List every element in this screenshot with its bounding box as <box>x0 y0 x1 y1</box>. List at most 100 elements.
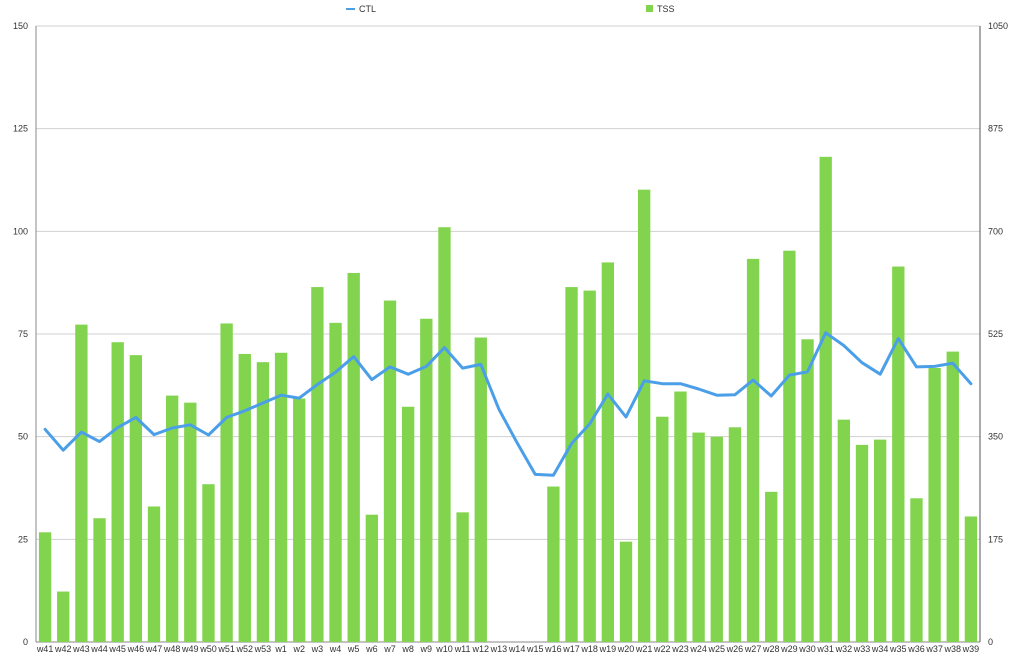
ctl-point-w52 <box>244 410 246 412</box>
x-tick-label: w52 <box>236 644 254 654</box>
tss-bar-w31 <box>819 156 832 642</box>
ctl-point-w8 <box>407 373 409 375</box>
ctl-point-w4 <box>334 371 336 373</box>
tss-bar-w45 <box>111 342 124 642</box>
tss-bar-w17 <box>565 287 578 642</box>
legend-ctl-label: CTL <box>359 4 376 14</box>
ctl-point-w7 <box>389 366 391 368</box>
x-tick-label: w3 <box>311 644 324 654</box>
ctl-point-w13 <box>498 408 500 410</box>
ctl-point-w26 <box>734 394 736 396</box>
tss-bar-w46 <box>129 355 143 642</box>
x-tick-label: w43 <box>72 644 90 654</box>
x-tick-label: w1 <box>274 644 287 654</box>
tss-bar-w26 <box>728 427 742 642</box>
x-tick-label: w32 <box>835 644 853 654</box>
y-right-tick-label: 0 <box>988 637 993 647</box>
x-tick-label: w35 <box>889 644 907 654</box>
x-tick-label: w21 <box>635 644 653 654</box>
tss-bar-w12 <box>474 337 487 642</box>
ctl-line-group <box>43 331 973 477</box>
tss-bar-w32 <box>837 419 851 642</box>
y-left-tick-label: 125 <box>13 124 28 134</box>
x-tick-label: w51 <box>217 644 235 654</box>
ctl-point-w37 <box>933 365 935 367</box>
x-tick-label: w14 <box>508 644 526 654</box>
x-tick-label: w11 <box>454 644 471 654</box>
tss-bar-w11 <box>456 512 469 642</box>
x-tick-label: w28 <box>762 644 780 654</box>
ctl-point-w46 <box>135 416 137 418</box>
tss-bar-w6 <box>365 514 379 642</box>
x-tick-label: w24 <box>689 644 707 654</box>
x-tick-label: w12 <box>472 644 490 654</box>
x-tick-label: w48 <box>163 644 181 654</box>
ctl-point-w38 <box>952 362 954 364</box>
ctl-point-w29 <box>788 374 790 376</box>
ctl-point-w17 <box>570 442 572 444</box>
tss-bar-w38 <box>946 351 959 642</box>
tss-bar-w1 <box>274 352 288 642</box>
tss-bar-w47 <box>147 506 161 642</box>
ctl-point-w41 <box>44 428 46 430</box>
tss-bar-w39 <box>964 516 978 642</box>
y-right-tick-label: 525 <box>988 329 1003 339</box>
x-tick-label: w5 <box>347 644 360 654</box>
tss-bar-w51 <box>220 323 233 642</box>
ctl-point-w43 <box>80 431 82 433</box>
tss-bar-w48 <box>165 395 179 642</box>
x-tick-label: w27 <box>744 644 762 654</box>
ctl-point-w36 <box>915 366 917 368</box>
ctl-point-w49 <box>189 424 191 426</box>
tss-bar-w25 <box>710 436 723 642</box>
ctl-point-w25 <box>716 394 718 396</box>
ctl-point-w16 <box>552 474 554 476</box>
ctl-point-w1 <box>280 394 282 396</box>
tss-bar-w53 <box>256 362 270 642</box>
tss-bar-w23 <box>674 391 687 642</box>
tss-bar-w16 <box>547 486 560 642</box>
x-tick-label: w17 <box>562 644 580 654</box>
ctl-point-w14 <box>516 442 518 444</box>
tss-bar-w10 <box>438 227 451 642</box>
tss-bar-w30 <box>801 339 814 642</box>
x-tick-label: w53 <box>254 644 272 654</box>
y-right-tick-label: 175 <box>988 534 1003 544</box>
ctl-point-w32 <box>843 344 845 346</box>
x-tick-label: w39 <box>962 644 980 654</box>
ctl-point-w31 <box>824 332 826 334</box>
x-tick-label: w46 <box>127 644 145 654</box>
ctl-point-w35 <box>897 337 899 339</box>
ctl-point-w20 <box>625 416 627 418</box>
x-tick-label: w25 <box>708 644 726 654</box>
tss-bar-w33 <box>855 444 869 642</box>
tss-bar-w37 <box>928 368 941 642</box>
ctl-point-w6 <box>371 378 373 380</box>
tss-bar-w52 <box>238 353 251 642</box>
tss-bar-w44 <box>93 518 106 642</box>
tss-bar-w28 <box>765 491 778 642</box>
x-tick-label: w34 <box>871 644 889 654</box>
ctl-point-w5 <box>352 355 354 357</box>
ctl-line <box>43 331 973 477</box>
ctl-point-w53 <box>262 402 264 404</box>
tss-bar-w49 <box>184 402 197 642</box>
tss-bar-w35 <box>892 266 905 642</box>
tss-bar-w22 <box>656 416 669 642</box>
y-left-tick-label: 150 <box>13 21 28 31</box>
x-tick-label: w4 <box>329 644 342 654</box>
x-tick-label: w13 <box>490 644 508 654</box>
y-right-tick-label: 350 <box>988 432 1003 442</box>
y-left-tick-label: 50 <box>18 432 28 442</box>
ctl-point-w10 <box>443 346 445 348</box>
y-right-tick-label: 875 <box>988 124 1003 134</box>
legend: CTL TSS <box>346 4 675 14</box>
tss-bar-w42 <box>57 591 70 642</box>
tss-bar-w43 <box>75 324 88 642</box>
tss-bar-w27 <box>746 258 760 642</box>
x-tick-label: w36 <box>907 644 925 654</box>
tss-bars <box>38 156 978 642</box>
x-tick-label: w22 <box>653 644 671 654</box>
